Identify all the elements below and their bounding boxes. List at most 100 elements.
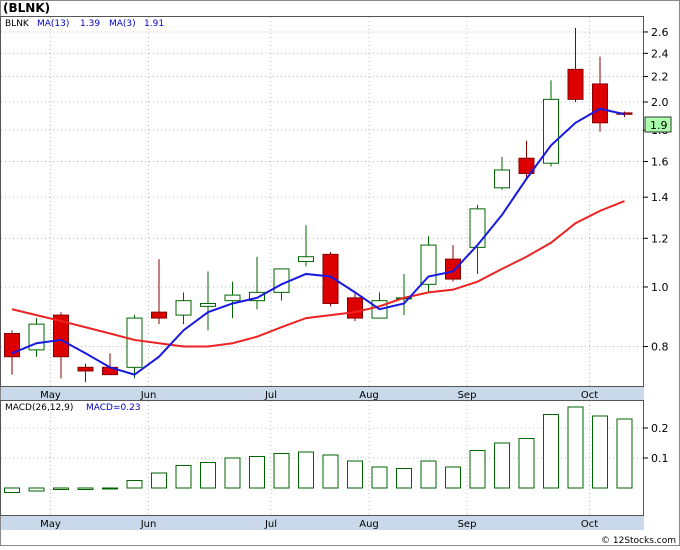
macd-month-label: Sep: [458, 519, 477, 530]
candle-body: [322, 253, 339, 304]
candle-body: [592, 83, 608, 124]
macd-bar: [396, 468, 412, 489]
price-month-label: Oct: [581, 390, 598, 401]
macd-bar: [273, 453, 290, 489]
candle: [445, 245, 461, 282]
price-month-label: Aug: [359, 390, 379, 401]
chart-title: (BLNK): [3, 1, 50, 15]
macd-bar: [567, 406, 584, 489]
candle-body: [151, 311, 167, 319]
candle: [298, 225, 314, 267]
candle-body: [469, 208, 486, 248]
candle: [175, 292, 192, 325]
candle: [151, 259, 167, 325]
legend-ma3-value: 1.91: [144, 19, 164, 29]
macd-bar: [616, 418, 633, 489]
candle-body: [298, 256, 314, 263]
macd-title: MACD(26,12,9): [5, 403, 73, 413]
macd-histogram: [4, 406, 633, 493]
candle: [494, 156, 510, 190]
macd-bar: [469, 450, 486, 489]
candle-body: [200, 302, 216, 307]
candle-body: [77, 366, 94, 372]
candle-body: [175, 300, 192, 316]
macd-bar: [224, 457, 241, 489]
candle: [592, 56, 608, 132]
price-y-tick-label: 1.2: [651, 232, 669, 245]
candle-body: [273, 268, 290, 293]
macd-month-label: Jun: [140, 519, 157, 530]
macd-month-label: Oct: [581, 519, 598, 530]
macd-bar: [28, 487, 45, 492]
macd-value-label: MACD=0.23: [86, 403, 141, 413]
price-month-label: Sep: [458, 390, 477, 401]
macd-month-label: Aug: [359, 519, 379, 530]
macd-bar: [175, 465, 192, 489]
price-y-tick-label: 2.6: [651, 26, 669, 39]
macd-bar: [518, 438, 535, 489]
macd-bar: [420, 460, 437, 489]
candle-body: [249, 291, 265, 302]
macd-bar: [543, 414, 559, 489]
macd-month-label: Jul: [264, 519, 277, 530]
candle-body: [494, 169, 510, 189]
legend-ma13-label: MA(13): [37, 19, 69, 29]
price-panel-frame: [0, 16, 644, 387]
last-price-badge: 1.9: [650, 119, 668, 132]
candle: [77, 363, 94, 383]
candle-body: [543, 98, 559, 164]
macd-bar: [249, 456, 265, 489]
candle-body: [224, 294, 241, 302]
legend-symbol: BLNK: [5, 19, 30, 29]
macd-bar: [371, 466, 388, 489]
candle: [249, 256, 265, 310]
candle: [543, 80, 559, 167]
price-grid: [1, 17, 643, 386]
ma3-line: [11, 107, 625, 376]
price-month-label: May: [40, 390, 61, 401]
candle-body: [420, 244, 437, 285]
candle-body: [347, 297, 363, 319]
macd-bar: [494, 442, 510, 489]
candle: [322, 252, 339, 307]
macd-y-axis: 0.1 0.2: [643, 422, 669, 465]
macd-bar: [77, 487, 94, 490]
price-month-label: Jul: [264, 390, 277, 401]
price-y-tick-label: 1.0: [651, 281, 669, 294]
price-y-tick-label: 2.4: [651, 47, 669, 60]
candle: [53, 312, 69, 379]
candle: [567, 27, 584, 102]
candle-body: [518, 157, 535, 174]
candle: [126, 315, 143, 379]
candle: [518, 140, 535, 179]
price-y-tick-label: 2.2: [651, 71, 669, 84]
macd-bar: [298, 451, 314, 489]
macd-grid: [1, 401, 643, 515]
price-month-label: Jun: [140, 390, 157, 401]
ma13-line: [11, 200, 625, 348]
legend-ma3-label: MA(3): [109, 19, 136, 29]
macd-y-tick-label: 0.2: [651, 422, 669, 435]
last-price-badge-box: [644, 116, 672, 133]
macd-bar: [592, 415, 608, 489]
candle: [420, 236, 437, 293]
price-month-band: [1, 387, 644, 400]
macd-y-tick-label: 0.1: [651, 452, 669, 465]
price-y-tick-label: 0.8: [651, 341, 669, 354]
candle-body: [445, 258, 461, 280]
macd-bar: [347, 460, 363, 489]
macd-bar: [102, 487, 118, 490]
macd-bar: [322, 454, 339, 489]
macd-bar: [200, 462, 216, 489]
candle: [200, 271, 216, 331]
candle-body: [53, 314, 69, 358]
macd-bar: [126, 480, 143, 489]
macd-bar: [445, 466, 461, 489]
candle: [469, 204, 486, 274]
candle: [224, 281, 241, 319]
legend-ma13-value: 1.39: [80, 19, 100, 29]
moving-average-lines: [11, 107, 625, 376]
macd-month-label: May: [40, 519, 61, 530]
